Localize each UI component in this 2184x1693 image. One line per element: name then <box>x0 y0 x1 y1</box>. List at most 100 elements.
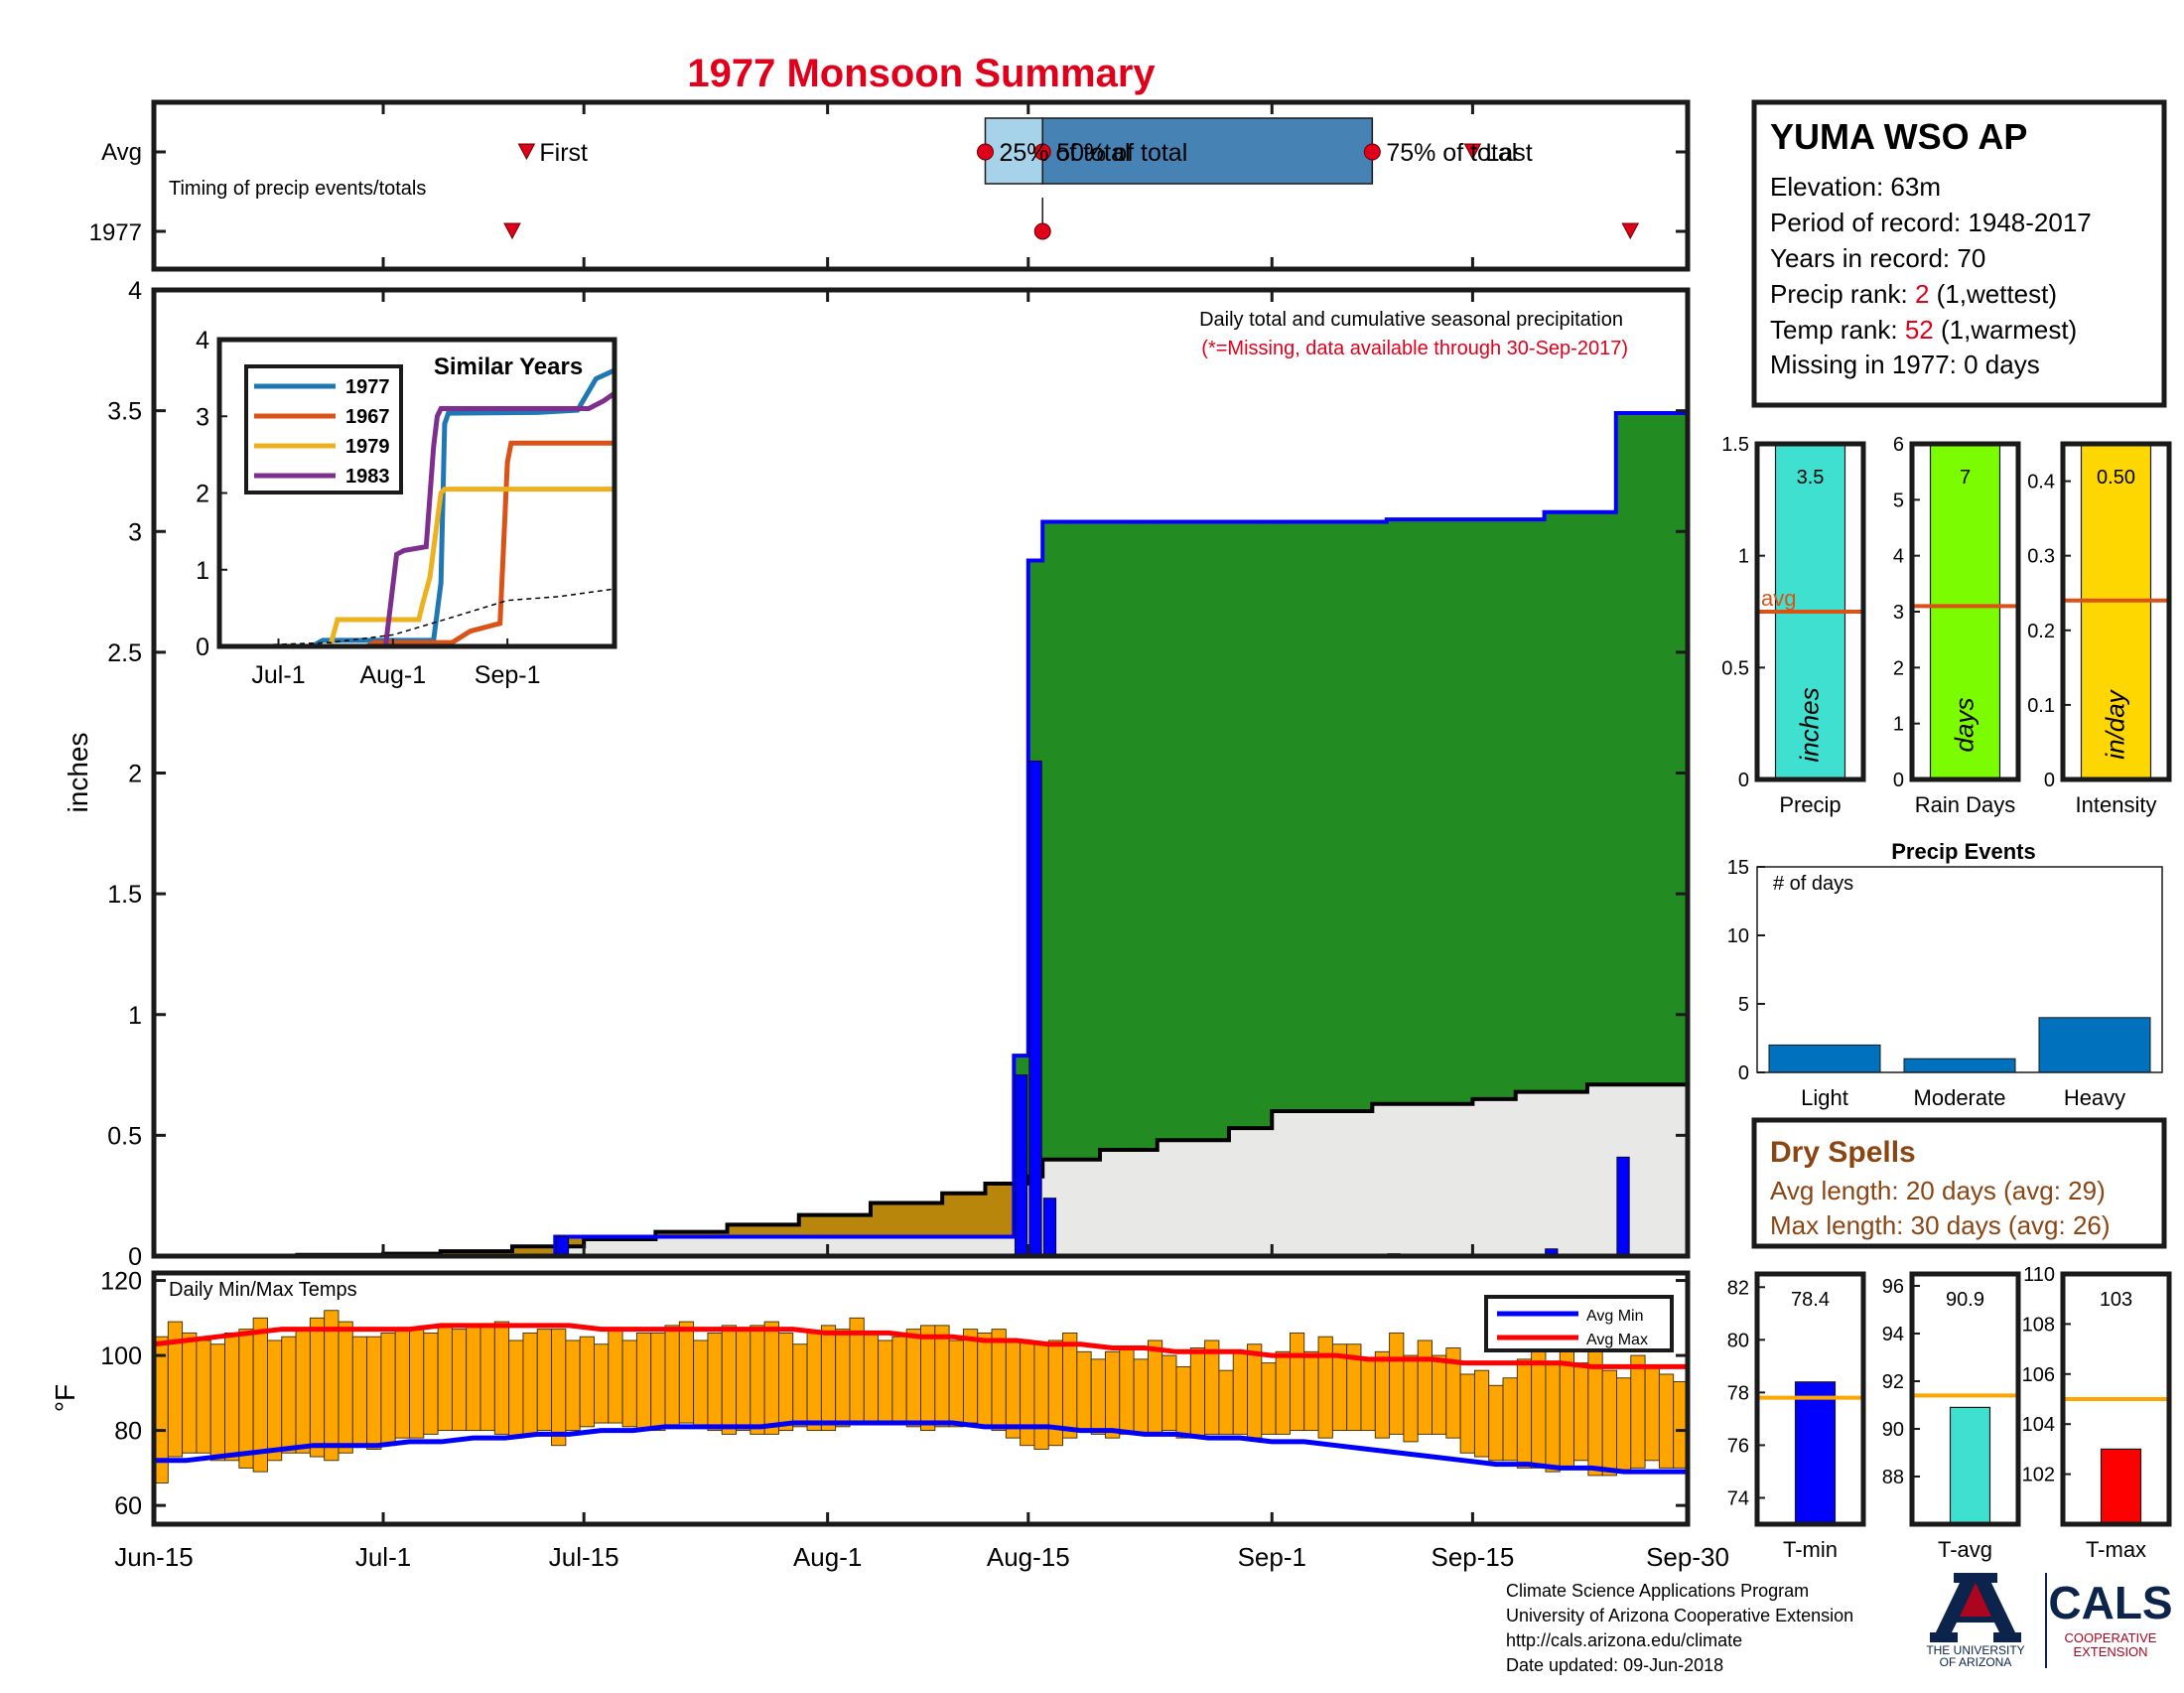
inset-xtick-label: Aug-1 <box>359 661 426 689</box>
temp-axes <box>151 1270 1691 1527</box>
daily-temp-bar <box>948 1340 964 1428</box>
precip-deficit-band <box>684 1231 700 1237</box>
daily-precip-bar <box>1042 1198 1057 1257</box>
daily-temp-bar <box>209 1343 225 1462</box>
precip-ytick-label: 0.5 <box>107 1122 142 1150</box>
station-info-box: YUMA WSO AP Elevation: 63m Period of rec… <box>1751 99 2167 408</box>
daily-temp-bar <box>394 1329 410 1439</box>
temp-bar-ytick-label: 108 <box>2022 1314 2055 1336</box>
daily-temp-bar <box>1502 1377 1518 1462</box>
precip-surplus-band <box>1314 521 1330 1112</box>
daily-temp-bar <box>238 1329 254 1469</box>
temp-bar-ytick-label: 92 <box>1882 1371 1904 1393</box>
daily-temp-bar <box>621 1340 637 1428</box>
precip-events-ytick-label: 15 <box>1727 857 1749 879</box>
daily-temp-bar <box>1076 1350 1092 1432</box>
temp-rank-label: Temp rank: <box>1770 315 1905 345</box>
temp-bar-axes <box>1909 1271 2021 1527</box>
daily-temp-bar <box>1488 1384 1504 1462</box>
inset-xtick-label: Sep-1 <box>475 661 541 689</box>
daily-temp-bar <box>777 1332 794 1432</box>
timing-row-avg: Avg <box>101 139 142 166</box>
precip-note-2: (*=Missing, data available through 30-Se… <box>1201 338 1628 359</box>
precip-events-xlabel: Heavy <box>2064 1085 2125 1110</box>
precip-deficit-band <box>856 1214 872 1237</box>
daily-temp-bar <box>664 1325 680 1428</box>
daily-temp-bar <box>1573 1362 1589 1462</box>
precip-rank-note: (1,wettest) <box>1929 279 2057 309</box>
daily-temp-bar <box>182 1332 198 1454</box>
precip-events-ytick-label: 5 <box>1738 994 1749 1016</box>
temp-avg-min-line <box>154 1420 1688 1475</box>
temp-bar-axes <box>1754 1271 1866 1527</box>
daily-temp-bar <box>579 1336 595 1428</box>
small-bar-unit-intensity: in/day <box>2101 688 2130 759</box>
temp-bar-ytick-label: 102 <box>2022 1465 2055 1486</box>
daily-temp-bar <box>196 1340 211 1454</box>
precip-rank-value: 2 <box>1915 279 1929 309</box>
precip-ytick-label: 3.5 <box>107 398 142 426</box>
precip-deficit-band <box>727 1224 743 1237</box>
temp-bar-ytick-label: 74 <box>1727 1487 1749 1509</box>
daily-temp-bar <box>1473 1369 1490 1458</box>
daily-temp-bar <box>479 1325 495 1432</box>
temp-bar-tavg <box>1949 1406 1991 1525</box>
temp-bar-value-tmin: 78.4 <box>1791 1289 1830 1311</box>
precip-surplus-band <box>1357 521 1373 1112</box>
precip-ytick-label: 4 <box>128 277 142 305</box>
daily-temp-bar <box>1275 1350 1291 1435</box>
ua-logo-line-2: OF ARIZONA <box>1940 1655 2012 1668</box>
temp-ytick-label: 80 <box>114 1418 142 1446</box>
precip-surplus-band <box>1171 521 1187 1141</box>
daily-temp-bar <box>594 1343 610 1424</box>
temp-bar-tmin <box>1794 1381 1837 1525</box>
credit-line-1: Climate Science Applications Program <box>1506 1581 1810 1601</box>
timing-panel: Avg 1977 Timing of precip events/totals … <box>89 99 1691 272</box>
small-bar-ytick-label: 5 <box>1893 490 1904 511</box>
timing-caption: Timing of precip events/totals <box>169 178 426 200</box>
inset-average-line <box>218 588 615 647</box>
daily-temp-bar <box>1020 1340 1035 1447</box>
daily-precip-bar <box>1028 760 1042 1257</box>
daily-temp-bar <box>1161 1354 1177 1432</box>
small-bar-ytick-label: 2 <box>1893 657 1904 679</box>
temp-bar-ytick-label: 80 <box>1727 1330 1749 1351</box>
daily-temp-bar <box>1289 1332 1305 1432</box>
daily-temp-bar <box>508 1340 524 1439</box>
daily-temp-bar <box>522 1332 538 1435</box>
precip-surplus-band <box>1486 519 1502 1099</box>
precip-surplus-band <box>1472 519 1488 1099</box>
precip-surplus-band <box>1586 511 1602 1085</box>
precip-surplus-band <box>1401 519 1417 1104</box>
small-bar-ytick-label: 6 <box>1893 434 1904 456</box>
precip-surplus-band <box>1515 519 1531 1092</box>
precip-surplus-band <box>1559 511 1574 1092</box>
temp-xtick-label: Sep-1 <box>1238 1542 1306 1572</box>
precip-surplus-band <box>1200 521 1216 1141</box>
temp-ytick-label: 120 <box>100 1268 142 1296</box>
inset-legend-label: 1983 <box>345 466 390 488</box>
daily-temp-bar <box>1459 1373 1475 1454</box>
precip-surplus-band <box>1228 521 1244 1129</box>
temp-ytick-label: 100 <box>100 1342 142 1370</box>
precip-deficit-band <box>870 1202 887 1237</box>
precip-surplus-band <box>1343 521 1359 1112</box>
precip-events-ytick-label: 0 <box>1738 1062 1749 1084</box>
daily-temp-bar <box>1360 1358 1376 1432</box>
daily-temp-bar <box>1417 1340 1433 1435</box>
precip-deficit-band <box>999 1184 1015 1237</box>
inset-legend-label: 1979 <box>345 436 390 458</box>
daily-temp-bar <box>1658 1373 1675 1469</box>
precip-surplus-band <box>1243 521 1259 1129</box>
small-bar-ytick-label: 0 <box>1893 770 1904 791</box>
timing-avg-25-marker <box>976 143 994 161</box>
daily-temp-bar <box>1616 1377 1632 1473</box>
precip-deficit-band <box>742 1224 757 1237</box>
credit-line-4: Date updated: 09-Jun-2018 <box>1506 1655 1724 1675</box>
dry-spells-title: Dry Spells <box>1770 1136 1916 1169</box>
precip-deficit-band <box>956 1193 972 1237</box>
daily-temp-bar <box>324 1310 340 1462</box>
precip-surplus-band <box>1572 511 1588 1092</box>
precip-surplus-band <box>1644 413 1660 1085</box>
